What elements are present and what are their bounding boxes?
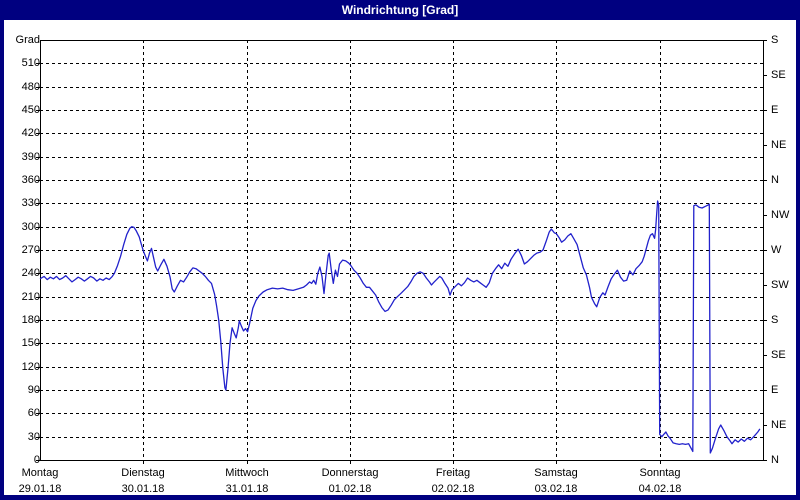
day-name-label: Samstag	[534, 467, 578, 479]
y-axis-tick-label: 150	[21, 337, 40, 349]
y-axis-tick-label: 390	[21, 151, 40, 163]
compass-label: SE	[771, 349, 786, 361]
y-axis-tick-label: 300	[21, 221, 40, 233]
day-name-label: Sonntag	[639, 467, 681, 479]
compass-label: NW	[771, 209, 790, 221]
day-date-label: 03.02.18	[534, 483, 578, 495]
y-axis-tick-label: 180	[21, 314, 40, 326]
day-date-label: 31.01.18	[225, 483, 269, 495]
y-axis-tick-label: 210	[21, 291, 40, 303]
y-axis-tick-label: 330	[21, 197, 40, 209]
plot-area: Grad 0 30 60 90 120 150 180 210 240 270 300 330 360 39…	[4, 20, 796, 495]
y-axis-tick-label: 240	[21, 267, 40, 279]
compass-label: S	[771, 314, 779, 326]
y-axis-tick-label: 120	[21, 361, 40, 373]
y-axis-tick-label: 480	[21, 81, 40, 93]
day-name-label: Donnerstag	[321, 467, 379, 479]
y-axis-tick-label: 420	[21, 127, 40, 139]
plot-frame	[40, 40, 764, 461]
day-name-label: Freitag	[435, 467, 471, 479]
compass-label: NE	[771, 419, 787, 431]
day-date-label: 04.02.18	[638, 483, 682, 495]
window-title: Windrichtung [Grad]	[341, 3, 459, 17]
day-name-label: Dienstag	[121, 467, 165, 479]
y-axis-tick-label: 90	[27, 384, 40, 396]
y-axis-tick-label: 360	[21, 174, 40, 186]
y-axis-tick-label: 510	[21, 57, 40, 69]
wind-direction-line	[39, 200, 761, 454]
compass-label: S	[771, 34, 779, 46]
compass-label: SW	[771, 279, 789, 291]
y-axis-unit-label: Grad	[15, 34, 40, 46]
compass-label: N	[771, 454, 779, 466]
y-axis-tick-label: 30	[27, 431, 40, 443]
day-date-label: 29.01.18	[18, 483, 62, 495]
y-axis-tick-label: 270	[21, 244, 40, 256]
compass-label: SE	[771, 69, 786, 81]
day-name-label: Montag	[21, 467, 59, 479]
y-axis-tick-label: 60	[27, 407, 40, 419]
y-axis-tick-label: 450	[21, 104, 40, 116]
y-axis-tick-label: 0	[33, 454, 40, 466]
compass-label: NE	[771, 139, 787, 151]
compass-label: E	[771, 384, 779, 396]
compass-label: N	[771, 174, 779, 186]
title-bar: Windrichtung [Grad]	[0, 0, 800, 20]
day-name-label: Mittwoch	[225, 467, 269, 479]
day-date-label: 01.02.18	[328, 483, 372, 495]
compass-label: E	[771, 104, 779, 116]
wind-direction-chart	[36, 40, 767, 464]
compass-label: W	[771, 244, 782, 256]
day-date-label: 30.01.18	[121, 483, 165, 495]
day-date-label: 02.02.18	[431, 483, 475, 495]
